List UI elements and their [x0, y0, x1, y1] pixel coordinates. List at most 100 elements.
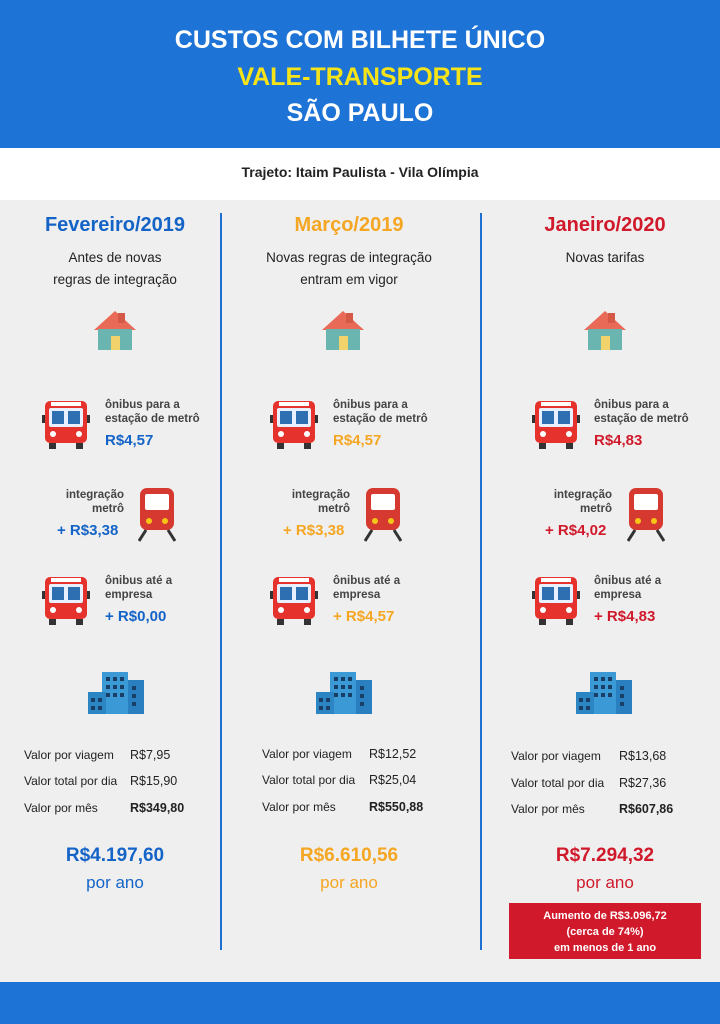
- metro-fare: + R$3,38: [57, 522, 119, 539]
- column-jan-2020: Janeiro/2020 Novas tarifas ônibus para a…: [490, 200, 720, 980]
- label-line: ônibus até a: [333, 575, 401, 587]
- label-line: ônibus para a: [333, 399, 408, 411]
- header: CUSTOS COM BILHETE ÚNICO VALE-TRANSPORTE…: [0, 0, 720, 148]
- building-icon: [88, 672, 144, 714]
- per-day-value: R$25,04: [369, 773, 417, 787]
- per-day-value: R$27,36: [619, 776, 667, 790]
- metro-fare: + R$3,38: [283, 522, 345, 539]
- label-line: integração: [553, 489, 612, 501]
- per-trip-label: Valor por viagem: [262, 747, 352, 761]
- per-month-label: Valor por mês: [24, 801, 98, 815]
- metro-label: integração metrô: [64, 488, 124, 516]
- building-icon: [316, 672, 372, 714]
- per-trip-label: Valor por viagem: [511, 749, 601, 763]
- column-divider: [480, 213, 482, 950]
- per-day-value: R$15,90: [130, 774, 178, 788]
- title-line-3: SÃO PAULO: [286, 99, 434, 127]
- bus-to-company-label: ônibus até a empresa: [105, 574, 172, 602]
- per-trip-value: R$12,52: [369, 747, 417, 761]
- subtitle-line: Antes de novas: [68, 250, 162, 265]
- title-line-2: VALE-TRANSPORTE: [237, 63, 483, 91]
- yearly-total: R$4.197,60: [65, 845, 165, 866]
- building-icon: [576, 672, 632, 714]
- bus-to-company-fare: + R$0,00: [105, 608, 167, 625]
- note-line: (cerca de 74%): [566, 926, 644, 938]
- metro-train-icon: [627, 488, 665, 542]
- per-trip-value: R$7,95: [130, 748, 171, 762]
- per-month-label: Valor por mês: [511, 802, 585, 816]
- bus-to-company-fare: + R$4,57: [333, 608, 395, 625]
- per-year-label: por ano: [320, 873, 378, 892]
- label-line: metrô: [580, 503, 612, 515]
- label-line: empresa: [594, 589, 642, 601]
- footer-bar: [0, 982, 720, 1024]
- month-title: Fevereiro/2019: [44, 214, 186, 236]
- bus-to-company-label: ônibus até a empresa: [594, 574, 661, 602]
- per-trip-value: R$13,68: [619, 749, 667, 763]
- label-line: integração: [291, 489, 350, 501]
- metro-train-icon: [364, 488, 402, 542]
- bus-to-metro-label: ônibus para a estação de metrô: [333, 398, 428, 426]
- per-month-value: R$349,80: [130, 801, 185, 815]
- bus-to-company-label: ônibus até a empresa: [333, 574, 400, 602]
- route-label: Trajeto: Itaim Paulista - Vila Olímpia: [0, 148, 720, 200]
- bus-to-metro-fare: R$4,57: [105, 432, 154, 449]
- label-line: ônibus até a: [594, 575, 662, 587]
- subtitle-line: entram em vigor: [300, 272, 398, 287]
- subtitle-line: regras de integração: [53, 272, 177, 287]
- per-day-label: Valor total por dia: [24, 774, 118, 788]
- bus-icon: [42, 577, 90, 625]
- bus-icon: [270, 577, 318, 625]
- per-month-value: R$550,88: [369, 800, 424, 814]
- note-line: Aumento de R$3.096,72: [543, 910, 667, 922]
- label-line: integração: [65, 489, 124, 501]
- bus-to-metro-fare: R$4,57: [333, 432, 382, 449]
- per-year-label: por ano: [576, 873, 634, 892]
- house-icon: [584, 311, 626, 350]
- house-icon: [322, 311, 364, 350]
- bus-to-metro-label: ônibus para a estação de metrô: [105, 398, 200, 426]
- bus-icon: [532, 401, 580, 449]
- per-day-label: Valor total por dia: [511, 776, 605, 790]
- label-line: metrô: [92, 503, 124, 515]
- column-mar-2019: Março/2019 Novas regras de integração en…: [234, 200, 464, 980]
- label-line: ônibus para a: [105, 399, 180, 411]
- bus-icon: [532, 577, 580, 625]
- label-line: estação de metrô: [594, 413, 689, 425]
- bus-icon: [270, 401, 318, 449]
- label-line: estação de metrô: [105, 413, 200, 425]
- increase-note: Aumento de R$3.096,72 (cerca de 74%) em …: [509, 903, 701, 959]
- bus-to-company-fare: + R$4,83: [594, 608, 656, 625]
- column-fev-2019: Fevereiro/2019 Antes de novas regras de …: [0, 200, 230, 980]
- title-line-1: CUSTOS COM BILHETE ÚNICO: [174, 26, 546, 54]
- column-subtitle: Novas regras de integração entram em vig…: [234, 247, 464, 291]
- column-subtitle: Novas tarifas: [490, 247, 720, 269]
- yearly-total: R$6.610,56: [299, 845, 399, 866]
- per-day-label: Valor total por dia: [262, 773, 356, 787]
- column-divider: [220, 213, 222, 950]
- yearly-total: R$7.294,32: [555, 845, 655, 866]
- metro-train-icon: [138, 488, 176, 542]
- subtitle-line: Novas tarifas: [565, 250, 645, 265]
- label-line: empresa: [333, 589, 381, 601]
- metro-label: integração metrô: [552, 488, 612, 516]
- subtitle-line: Novas regras de integração: [266, 250, 432, 265]
- month-title: Março/2019: [294, 214, 404, 236]
- house-icon: [94, 311, 136, 350]
- per-month-label: Valor por mês: [262, 800, 336, 814]
- per-month-value: R$607,86: [619, 802, 674, 816]
- label-line: ônibus para a: [594, 399, 669, 411]
- per-year-label: por ano: [86, 873, 144, 892]
- per-trip-label: Valor por viagem: [24, 748, 114, 762]
- label-line: metrô: [318, 503, 350, 515]
- label-line: estação de metrô: [333, 413, 428, 425]
- bus-to-metro-label: ônibus para a estação de metrô: [594, 398, 689, 426]
- metro-label: integração metrô: [290, 488, 350, 516]
- bus-to-metro-fare: R$4,83: [594, 432, 643, 449]
- label-line: empresa: [105, 589, 153, 601]
- bus-icon: [42, 401, 90, 449]
- month-title: Janeiro/2020: [544, 214, 666, 236]
- metro-fare: + R$4,02: [545, 522, 607, 539]
- column-subtitle: Antes de novas regras de integração: [0, 247, 230, 291]
- label-line: ônibus até a: [105, 575, 173, 587]
